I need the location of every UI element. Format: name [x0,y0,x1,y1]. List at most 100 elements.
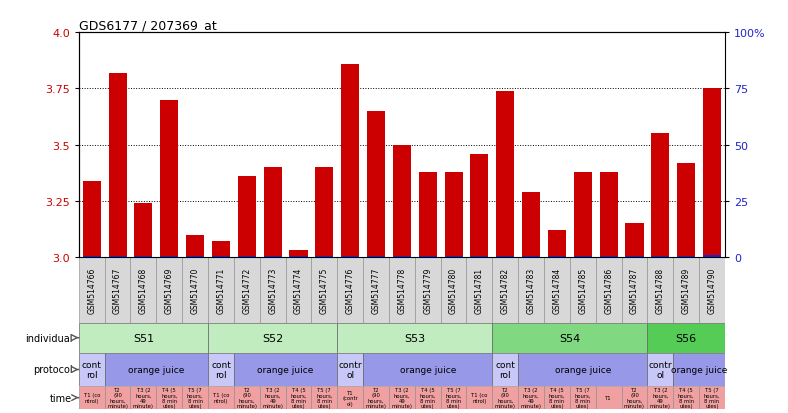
Text: GSM514785: GSM514785 [578,267,587,313]
Bar [238,256,256,257]
Bar [311,387,337,409]
Bar [260,387,285,409]
Bar [83,181,101,257]
Bar [341,256,359,257]
Text: GSM514775: GSM514775 [320,267,329,313]
Bar [289,251,307,257]
Bar [648,387,673,409]
Text: contr
ol: contr ol [649,360,672,379]
Bar [626,224,644,257]
Text: T2
(90
hours,
minute): T2 (90 hours, minute) [495,387,516,408]
Text: T4 (5
hours,
8 min
utes): T4 (5 hours, 8 min utes) [548,387,565,408]
Bar [393,145,411,257]
Text: GSM514773: GSM514773 [268,267,277,313]
Bar [466,257,492,323]
Bar [389,387,414,409]
Text: GSM514789: GSM514789 [682,267,691,313]
Text: T2
(90
hours,
minute): T2 (90 hours, minute) [107,387,128,408]
Bar [208,323,337,353]
Bar [418,172,437,257]
Bar [135,204,152,257]
Bar [414,257,440,323]
Bar [544,387,570,409]
Bar [440,387,466,409]
Text: GSM514780: GSM514780 [449,267,458,313]
Text: individual: individual [25,333,72,343]
Bar [519,387,544,409]
Bar [652,134,669,257]
Bar [626,256,644,257]
Bar [492,353,519,387]
Bar [238,177,256,257]
Text: T2
(90
hours,
minute): T2 (90 hours, minute) [236,387,258,408]
Text: S51: S51 [133,333,154,343]
Text: GSM514790: GSM514790 [708,267,716,313]
Bar [83,256,101,257]
Bar [234,257,260,323]
Bar [414,387,440,409]
Text: GSM514784: GSM514784 [552,267,562,313]
Text: S53: S53 [404,333,426,343]
Text: T3 (2
hours,
49
minute): T3 (2 hours, 49 minute) [133,387,154,408]
Bar [648,353,673,387]
Bar [470,256,489,257]
Bar [673,257,699,323]
Bar [131,257,156,323]
Bar [418,256,437,257]
Bar [496,256,515,257]
Bar [444,172,463,257]
Bar [570,257,596,323]
Bar [600,256,618,257]
Text: T4 (5
hours,
8 min
utes): T4 (5 hours, 8 min utes) [419,387,436,408]
Text: T3 (2
hours,
49
minute): T3 (2 hours, 49 minute) [650,387,671,408]
Bar [440,257,466,323]
Bar [570,387,596,409]
Bar [234,353,337,387]
Bar [596,257,622,323]
Bar [186,235,204,257]
Text: GSM514776: GSM514776 [346,267,355,313]
Text: T1
(contr
ol): T1 (contr ol) [342,390,358,406]
Bar [648,323,725,353]
Text: GSM514774: GSM514774 [294,267,303,313]
Text: GSM514769: GSM514769 [165,267,174,313]
Text: T5 (7
hours,
8 min
utes): T5 (7 hours, 8 min utes) [445,387,462,408]
Bar [496,91,515,257]
Text: GSM514778: GSM514778 [397,267,407,313]
Text: GSM514772: GSM514772 [242,267,251,313]
Bar [315,168,333,257]
Bar [466,387,492,409]
Text: GSM514770: GSM514770 [191,267,199,313]
Bar [574,256,592,257]
Text: T2
(90
hours,
minute): T2 (90 hours, minute) [366,387,387,408]
Bar [548,230,566,257]
Text: cont
rol: cont rol [82,360,102,379]
Bar [522,256,540,257]
Bar [208,387,234,409]
Bar [79,257,105,323]
Text: T1 (co
ntrol): T1 (co ntrol) [213,392,229,403]
Text: orange juice: orange juice [555,365,611,374]
Text: GSM514779: GSM514779 [423,267,433,313]
Text: T3 (2
hours,
49
minute): T3 (2 hours, 49 minute) [392,387,412,408]
Bar [622,257,648,323]
Text: cont
rol: cont rol [211,360,231,379]
Bar [699,387,725,409]
Text: GSM514787: GSM514787 [630,267,639,313]
Text: GDS6177 / 207369_at: GDS6177 / 207369_at [79,19,217,32]
Bar [622,387,648,409]
Text: GSM514782: GSM514782 [500,267,510,313]
Bar [182,387,208,409]
Text: T5 (7
hours,
8 min
utes): T5 (7 hours, 8 min utes) [316,387,333,408]
Bar [208,257,234,323]
Text: T3 (2
hours,
49
minute): T3 (2 hours, 49 minute) [262,387,283,408]
Bar [544,257,570,323]
Bar [341,64,359,257]
Text: T4 (5
hours,
8 min
utes): T4 (5 hours, 8 min utes) [290,387,307,408]
Bar [160,100,178,257]
Text: contr
ol: contr ol [338,360,362,379]
Bar [285,257,311,323]
Bar [677,256,695,257]
Text: orange juice: orange juice [128,365,184,374]
Bar [79,387,105,409]
